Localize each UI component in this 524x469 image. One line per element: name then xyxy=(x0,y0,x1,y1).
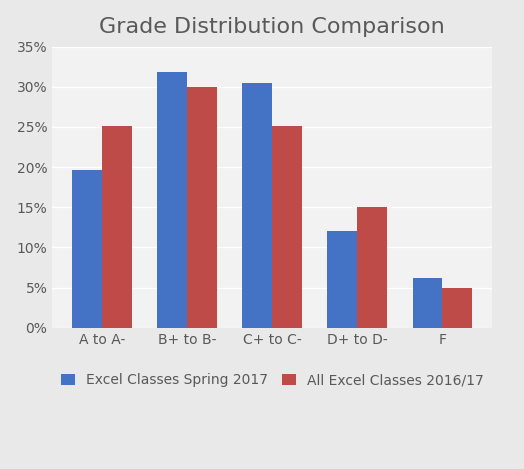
Bar xyxy=(328,231,357,328)
Bar xyxy=(272,126,302,328)
Bar xyxy=(187,87,217,328)
Legend: Excel Classes Spring 2017, All Excel Classes 2016/17: Excel Classes Spring 2017, All Excel Cla… xyxy=(54,366,490,394)
Bar xyxy=(72,170,102,328)
Bar xyxy=(412,278,442,328)
Bar xyxy=(102,126,132,328)
Bar xyxy=(442,287,472,328)
Bar xyxy=(243,83,272,328)
Bar xyxy=(357,207,387,328)
Title: Grade Distribution Comparison: Grade Distribution Comparison xyxy=(100,17,445,37)
Bar xyxy=(157,72,187,328)
